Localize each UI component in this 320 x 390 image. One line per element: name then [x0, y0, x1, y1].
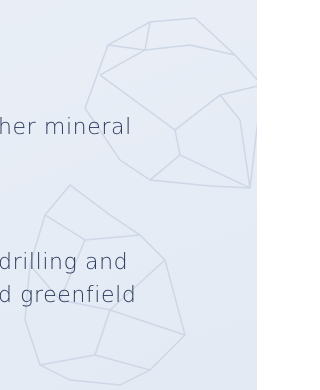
gem-facet	[180, 155, 250, 188]
gem-facet	[108, 45, 235, 55]
gem-facet	[220, 95, 250, 188]
gem-facet	[110, 310, 185, 335]
text-line: drilling and	[0, 248, 128, 278]
gem-facet	[95, 355, 150, 370]
decoration	[0, 0, 257, 390]
gem-facet	[150, 130, 180, 180]
page: her mineral drilling and d greenfield	[0, 0, 257, 390]
text-line: her mineral	[0, 113, 132, 143]
gem-facet	[45, 215, 140, 240]
text-line: d greenfield	[0, 281, 136, 311]
